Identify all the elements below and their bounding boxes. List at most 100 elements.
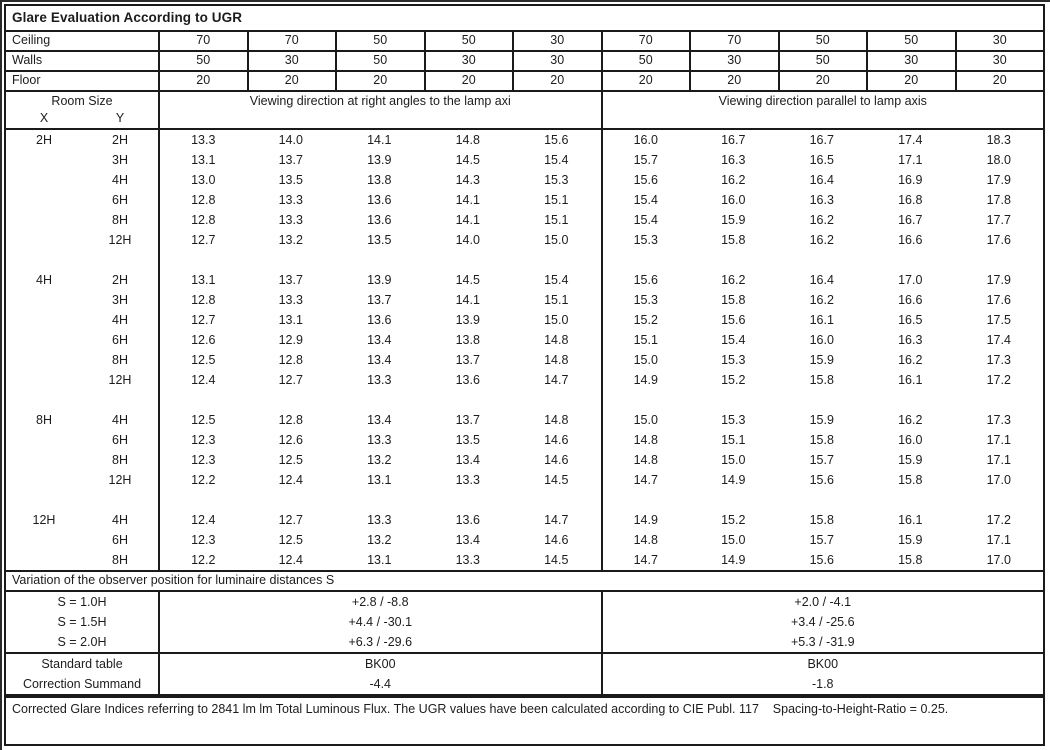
ugr-value: 14.0 (455, 233, 480, 247)
ugr-value: 12.3 (158, 530, 247, 550)
ugr-value: 16.7 (809, 133, 834, 147)
ugr-value: 15.8 (809, 513, 834, 527)
data-row: 6H 12.3 12.6 13.3 13.5 14.6 14.8 15.1 15.8 16.0 17… (6, 430, 1043, 450)
ugr-value: 15.8 (898, 473, 923, 487)
x-value (6, 370, 82, 390)
reflectance-value: 50 (600, 52, 690, 70)
x-value (6, 310, 82, 330)
ugr-value: 12.9 (278, 333, 303, 347)
x-value (6, 450, 82, 470)
ugr-value: 12.5 (158, 350, 247, 370)
x-value (6, 330, 82, 350)
spacer (424, 390, 513, 410)
y-value: 4H (112, 313, 128, 327)
spacer (512, 250, 601, 270)
x-value: 2H (36, 133, 52, 147)
ugr-value: 13.7 (367, 293, 392, 307)
ugr-value: 14.3 (455, 173, 480, 187)
ugr-value: 15.4 (544, 153, 569, 167)
ugr-value: 14.9 (600, 510, 690, 530)
ugr-value: 14.6 (544, 533, 569, 547)
data-row: 8H 12.5 12.8 13.4 13.7 14.8 15.0 15.3 15.9 16.2 17… (6, 350, 1043, 370)
spacer-row (6, 490, 1043, 510)
spacer (424, 250, 513, 270)
spacer-row (6, 390, 1043, 410)
summary-label: Standard table (41, 657, 123, 671)
spacer (424, 490, 513, 510)
xy-labels: X Y (6, 110, 158, 128)
ugr-value: 12.5 (278, 533, 303, 547)
ugr-value: 14.8 (544, 333, 569, 347)
data-row: 6H 12.3 12.5 13.2 13.4 14.6 14.8 15.0 15.7 15.9 17… (6, 530, 1043, 550)
ugr-value: 12.3 (158, 450, 247, 470)
ugr-value: 14.6 (544, 433, 569, 447)
reflectance-value: 30 (954, 32, 1044, 50)
ugr-value: 14.7 (544, 373, 569, 387)
reflectance-value: 70 (158, 32, 247, 50)
ugr-value: 17.3 (986, 353, 1011, 367)
ugr-value: 13.3 (278, 293, 303, 307)
ugr-value: 13.2 (367, 533, 392, 547)
room-size-label: Room Size (51, 94, 113, 108)
reflectance-value: 20 (335, 72, 424, 90)
ugr-value: 17.6 (986, 233, 1011, 247)
ugr-value: 15.4 (600, 190, 690, 210)
spacer (335, 390, 424, 410)
data-row: 8H 4H 12.5 12.8 13.4 13.7 14.8 15.0 15.3 15.9 16.2… (6, 410, 1043, 430)
ugr-value: 15.9 (898, 453, 923, 467)
variation-heading: Variation of the observer position for l… (6, 572, 1043, 592)
ugr-value: 15.8 (809, 373, 834, 387)
ugr-value: 16.7 (898, 213, 923, 227)
ugr-value: 15.1 (721, 433, 746, 447)
data-row: 12H 12.7 13.2 13.5 14.0 15.0 15.3 15.8 16.2 16.6 1… (6, 230, 1043, 250)
ugr-value: 12.7 (158, 310, 247, 330)
ugr-value: 13.6 (455, 373, 480, 387)
variation-row-2: S = 1.5H +4.4 / -30.1 +3.4 / -25.6 (6, 612, 1043, 632)
spacer (955, 490, 1044, 510)
ugr-value: 13.3 (278, 193, 303, 207)
ugr-value: 17.2 (986, 373, 1011, 387)
ugr-value: 15.6 (809, 553, 834, 567)
ugr-value: 16.2 (898, 353, 923, 367)
room-size-cell: 12H (6, 370, 158, 390)
ugr-value: 17.1 (986, 433, 1011, 447)
ugr-value: 12.6 (158, 330, 247, 350)
reflectance-value: 70 (600, 32, 690, 50)
y-value: 6H (112, 193, 128, 207)
ugr-value: 14.7 (600, 550, 690, 570)
spacer (335, 490, 424, 510)
ugr-value: 16.2 (809, 293, 834, 307)
ugr-value: 13.6 (367, 213, 392, 227)
ugr-value: 16.2 (721, 173, 746, 187)
reflectance-value: 30 (246, 52, 336, 70)
ugr-value: 12.7 (278, 513, 303, 527)
reflectance-value: 30 (512, 52, 601, 70)
y-value: 2H (112, 273, 128, 287)
ugr-value: 13.3 (278, 213, 303, 227)
variation-left-value: +6.3 / -29.6 (158, 632, 601, 652)
room-size-cell: 4H 2H (6, 270, 158, 290)
room-size-cell: 6H (6, 430, 158, 450)
reflectance-value: 20 (512, 72, 601, 90)
ugr-value: 15.0 (600, 410, 690, 430)
reflectance-value: 20 (866, 72, 955, 90)
ugr-value: 15.0 (544, 313, 569, 327)
ugr-value: 15.6 (600, 270, 690, 290)
ugr-value: 15.2 (600, 310, 690, 330)
ugr-value: 13.6 (367, 193, 392, 207)
y-value: 8H (112, 553, 128, 567)
ugr-value: 15.4 (600, 210, 690, 230)
spacer (689, 390, 778, 410)
y-value: 3H (112, 293, 128, 307)
ugr-value: 14.8 (600, 430, 690, 450)
ugr-value: 13.1 (367, 553, 392, 567)
room-size-cell: 8H (6, 450, 158, 470)
y-value: 8H (112, 453, 128, 467)
reflectance-value: 50 (866, 32, 955, 50)
data-row: 4H 12.7 13.1 13.6 13.9 15.0 15.2 15.6 16.1 16.5 17… (6, 310, 1043, 330)
ugr-value: 14.5 (544, 473, 569, 487)
surface-label: Walls (12, 53, 43, 67)
reflectance-value: 30 (423, 52, 513, 70)
ugr-value: 16.4 (809, 273, 834, 287)
ugr-value: 15.9 (809, 413, 834, 427)
